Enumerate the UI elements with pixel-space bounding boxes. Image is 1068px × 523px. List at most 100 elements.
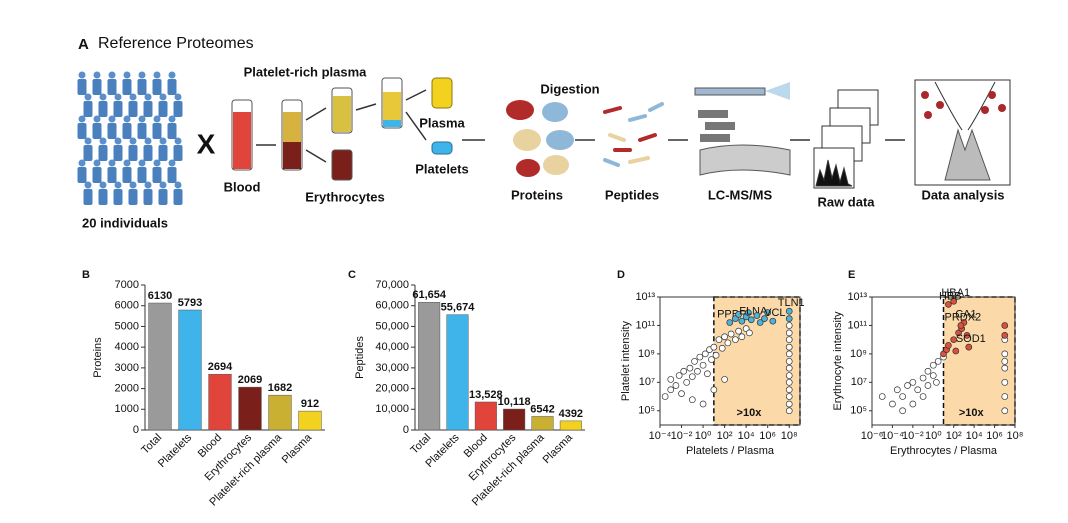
person-head bbox=[78, 159, 86, 167]
x-tick-label: Platelets bbox=[156, 431, 195, 470]
step-label: LC-MS/MS bbox=[708, 187, 773, 202]
x-tick-label: 10² bbox=[946, 430, 962, 442]
x-tick-label: 10⁰ bbox=[925, 430, 942, 442]
point bbox=[694, 367, 701, 375]
person-head bbox=[174, 181, 182, 189]
point bbox=[699, 361, 707, 369]
bar bbox=[474, 401, 497, 431]
person-body bbox=[107, 167, 117, 183]
panel-label: D bbox=[617, 269, 625, 281]
x-tick-label: 10⁻² bbox=[902, 430, 924, 442]
value-label: 5793 bbox=[178, 297, 202, 309]
tube-fill bbox=[283, 112, 301, 142]
person-head bbox=[78, 115, 86, 123]
y-tick-label: 20,000 bbox=[375, 382, 409, 394]
point bbox=[708, 356, 715, 363]
point bbox=[738, 333, 746, 341]
point bbox=[672, 382, 680, 389]
x-tick-label: 10⁶ bbox=[986, 430, 1003, 442]
person-body bbox=[158, 145, 168, 161]
x-tick-label: 10⁴ bbox=[738, 430, 755, 442]
point bbox=[753, 312, 761, 319]
point bbox=[909, 378, 917, 386]
point bbox=[688, 373, 696, 381]
value-label: 1682 bbox=[268, 382, 292, 394]
bar bbox=[446, 314, 469, 431]
point bbox=[718, 344, 726, 352]
person-head bbox=[138, 159, 146, 167]
panel-a-illustration bbox=[77, 71, 1011, 205]
bar bbox=[178, 309, 202, 431]
x-tick-label: 10⁰ bbox=[695, 430, 712, 442]
person-head bbox=[108, 71, 116, 79]
x-axis-label: Erythrocytes / Plasma bbox=[890, 445, 998, 457]
person-body bbox=[92, 123, 102, 139]
person-body bbox=[83, 189, 93, 205]
person-head bbox=[84, 93, 92, 101]
y-tick-label: 6000 bbox=[115, 300, 139, 312]
point bbox=[1001, 322, 1009, 329]
person-head bbox=[84, 137, 92, 145]
person-body bbox=[152, 167, 162, 183]
person-body bbox=[137, 79, 147, 95]
person-head bbox=[168, 115, 176, 123]
y-axis-label: Platelet intensity bbox=[620, 320, 632, 401]
person-body bbox=[137, 167, 147, 183]
point bbox=[785, 357, 793, 365]
step-label: 20 individuals bbox=[82, 215, 168, 230]
person-head bbox=[129, 93, 137, 101]
point bbox=[721, 333, 728, 341]
y-axis-label: Proteins bbox=[92, 337, 104, 378]
value-label: 10,118 bbox=[498, 396, 531, 408]
point bbox=[924, 367, 932, 375]
value-label: 912 bbox=[301, 398, 319, 410]
x-tick-label: 10⁴ bbox=[966, 430, 983, 442]
person-body bbox=[143, 101, 153, 117]
point bbox=[710, 343, 718, 351]
region-label: >10x bbox=[737, 407, 763, 419]
panel-label: B bbox=[82, 269, 90, 281]
person-head bbox=[129, 181, 137, 189]
x-tick-label: Blood bbox=[196, 432, 224, 460]
point bbox=[726, 319, 734, 326]
person-body bbox=[128, 145, 138, 161]
y-tick-label: 50,000 bbox=[375, 320, 409, 332]
y-tick-label: 4000 bbox=[115, 341, 139, 353]
person-head bbox=[78, 71, 86, 79]
volcano-plot bbox=[914, 79, 1011, 186]
point bbox=[785, 307, 793, 315]
point bbox=[785, 336, 793, 344]
person-head bbox=[99, 181, 107, 189]
point-label: HBA1 bbox=[941, 287, 970, 299]
point bbox=[675, 372, 683, 379]
person-head bbox=[153, 71, 161, 79]
person-head bbox=[99, 93, 107, 101]
point bbox=[746, 329, 753, 337]
point bbox=[715, 336, 723, 344]
y-tick-label: 10¹³ bbox=[635, 291, 655, 303]
person-head bbox=[93, 159, 101, 167]
point bbox=[721, 376, 728, 383]
x-tick-label: 10² bbox=[717, 430, 733, 442]
point bbox=[710, 386, 718, 394]
value-label: 6542 bbox=[530, 403, 554, 415]
x-tick-label: 10⁻⁴ bbox=[649, 430, 672, 442]
y-tick-label: 10¹³ bbox=[847, 291, 867, 303]
panel-label: A bbox=[78, 36, 89, 53]
person-head bbox=[123, 71, 131, 79]
y-tick-label: 2000 bbox=[115, 382, 139, 394]
point bbox=[785, 350, 793, 358]
point bbox=[785, 329, 793, 337]
person-head bbox=[168, 159, 176, 167]
panel-label: E bbox=[848, 269, 855, 281]
person-body bbox=[167, 123, 177, 139]
bar bbox=[559, 420, 582, 431]
value-label: 61,654 bbox=[412, 289, 447, 301]
person-head bbox=[114, 181, 122, 189]
y-tick-label: 10⁹ bbox=[638, 348, 655, 360]
point bbox=[929, 361, 937, 369]
cross: X bbox=[197, 128, 216, 159]
y-tick-label: 0 bbox=[133, 424, 139, 436]
person-body bbox=[77, 123, 87, 139]
